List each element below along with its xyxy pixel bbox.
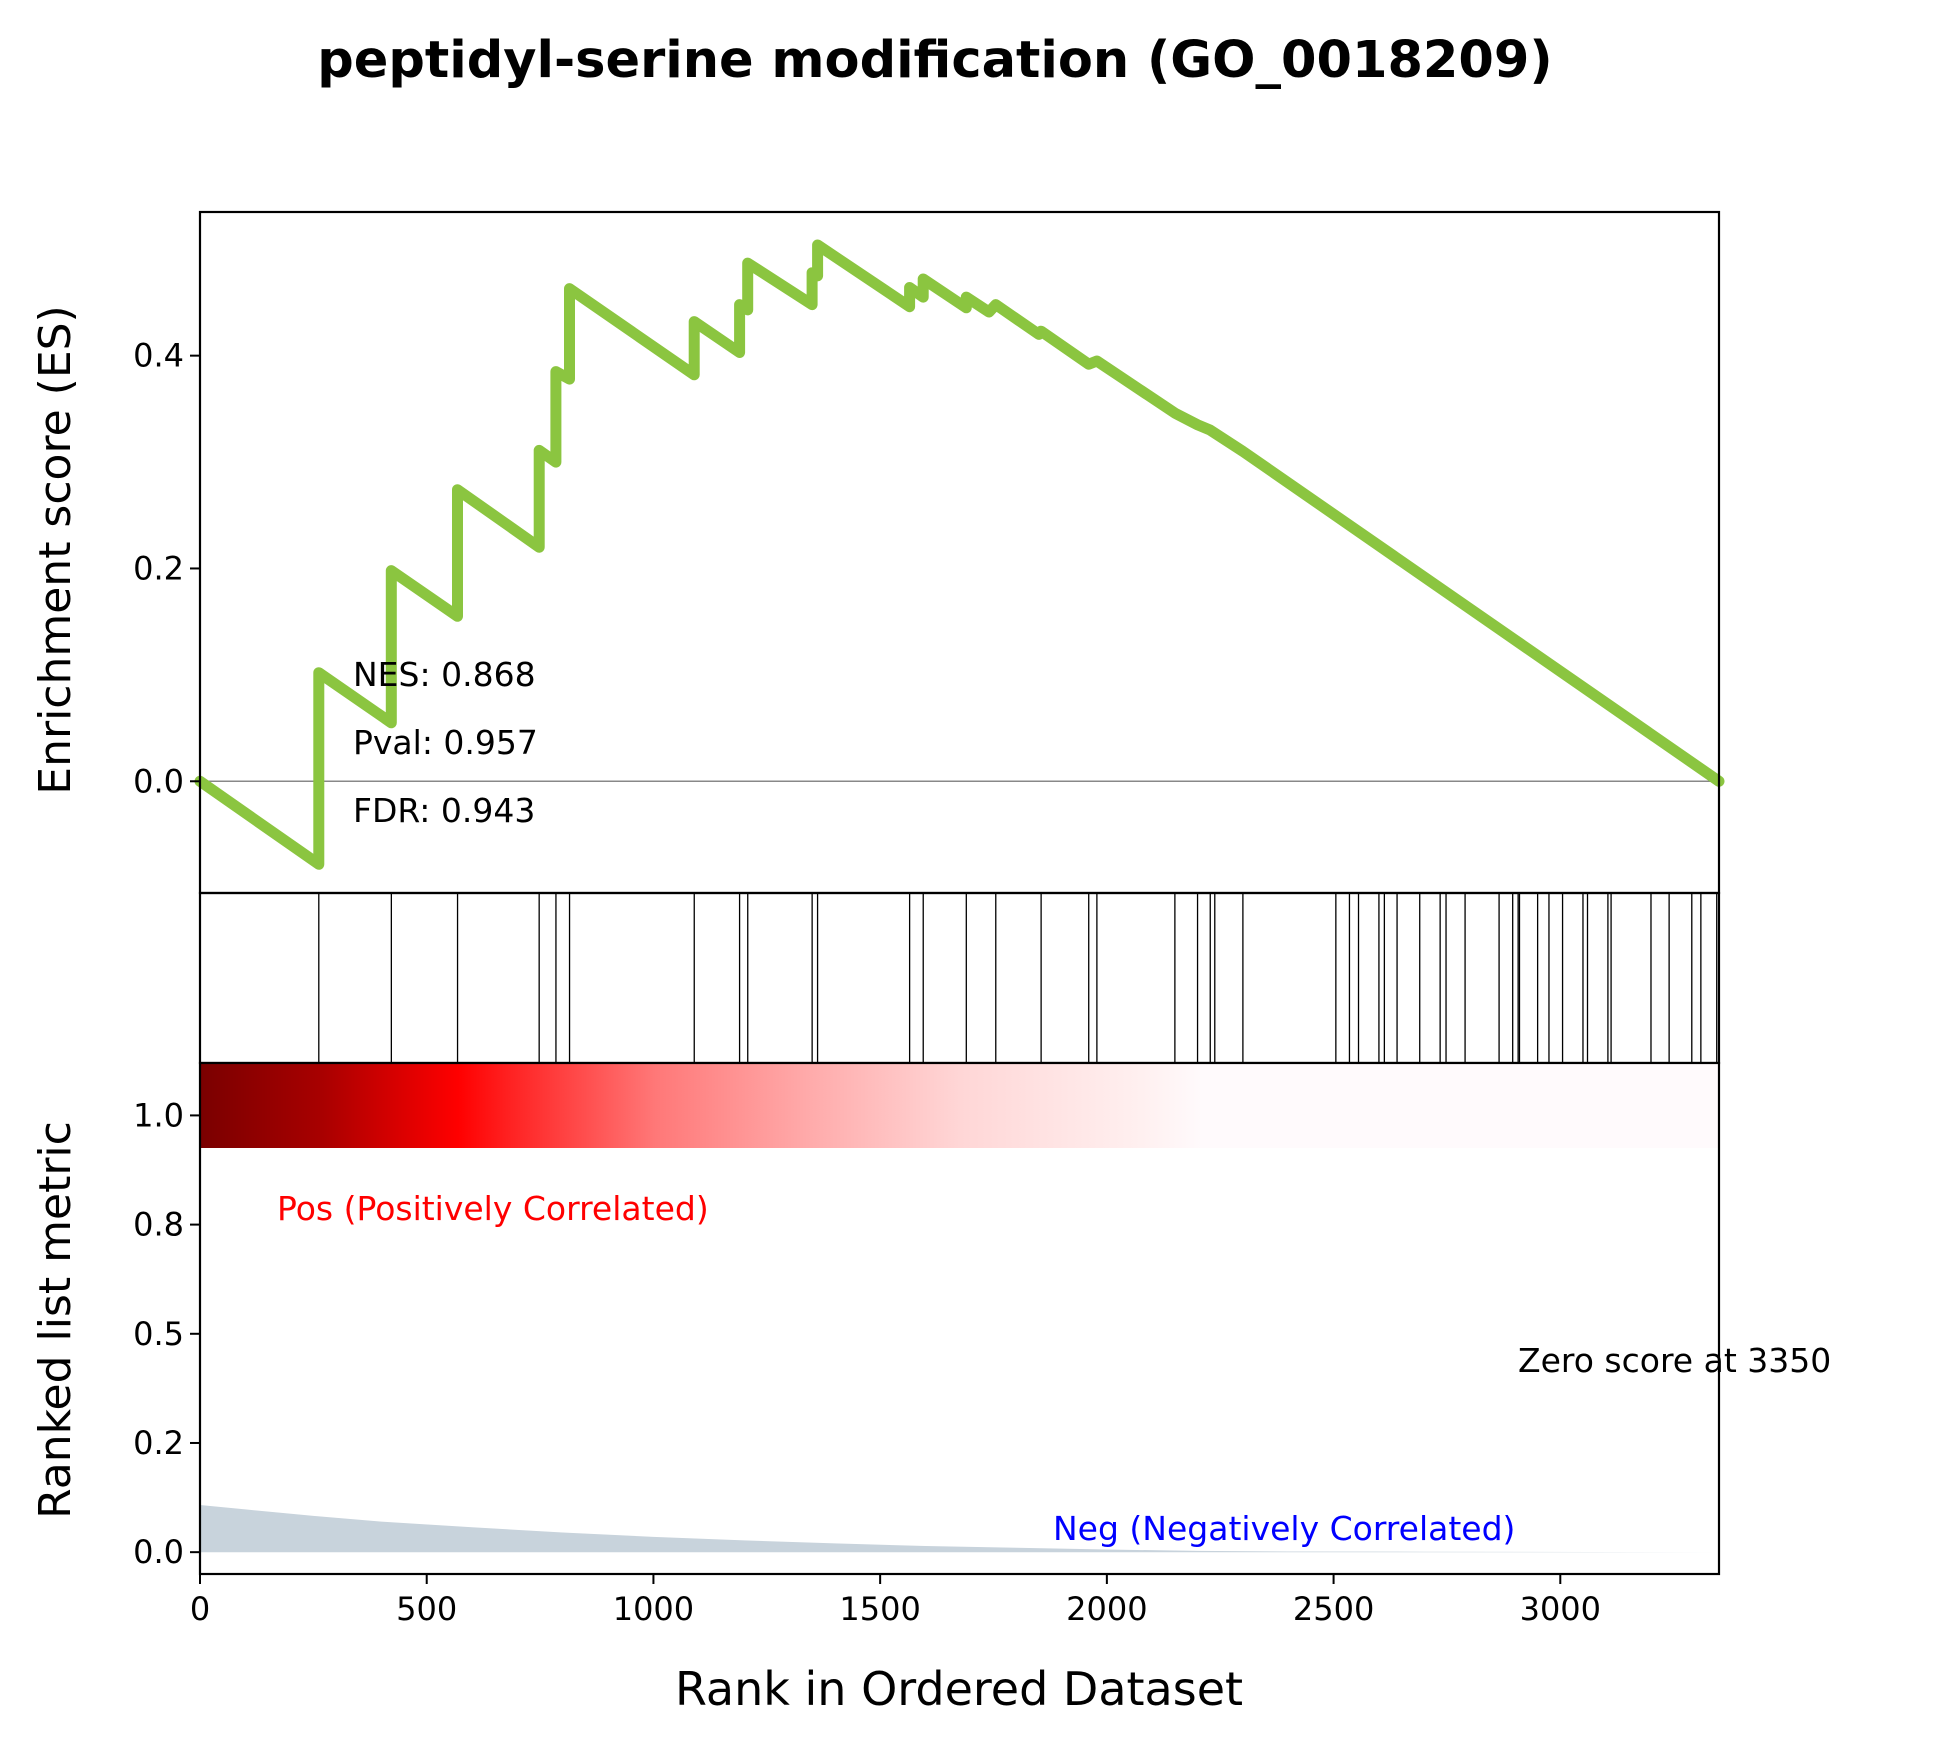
zero-score-label: Zero score at 3350 — [1518, 1341, 1831, 1380]
x-tick-label: 3000 — [1520, 1590, 1601, 1628]
es-y-tick-label: 0.2 — [133, 549, 184, 587]
x-axis-label: Rank in Ordered Dataset — [675, 1662, 1243, 1716]
hit-lines — [318, 893, 1718, 1063]
es-y-axis-label: Enrichment score (ES) — [30, 305, 81, 794]
rank-gradient-bar — [200, 1063, 1719, 1148]
hit-panel — [198, 891, 1721, 1065]
metric-y-tick-label: 0.8 — [133, 1206, 184, 1244]
x-tick-label: 2000 — [1066, 1590, 1147, 1628]
es-y-tick-label: 0.4 — [133, 337, 184, 375]
metric-panel-frame — [198, 1061, 1721, 1576]
metric-y-tick-label: 1.0 — [133, 1096, 184, 1134]
metric-y-ticks: 0.0 0.2 0.5 0.8 1.0 — [133, 1096, 200, 1571]
es-curve — [194, 239, 1725, 870]
pval-annotation: Pval: 0.957 — [353, 723, 538, 762]
x-tick-label: 0 — [190, 1590, 210, 1628]
metric-y-tick-label: 0.2 — [133, 1424, 184, 1462]
es-y-tick-label: 0.0 — [133, 762, 184, 800]
x-tick-label: 1500 — [839, 1590, 920, 1628]
chart-title: peptidyl-serine modification (GO_0018209… — [317, 31, 1552, 90]
pos-label: Pos (Positively Correlated) — [277, 1189, 709, 1228]
x-tick-label: 1000 — [613, 1590, 694, 1628]
metric-y-axis-label: Ranked list metric — [30, 1121, 81, 1519]
metric-panel: 0.0 0.2 0.5 0.8 1.0 0 500 1000 1500 2000 2500 3000… — [30, 1061, 1831, 1628]
metric-y-tick-label: 0.0 — [133, 1533, 184, 1571]
x-tick-label: 500 — [396, 1590, 457, 1628]
x-tick-label: 2500 — [1293, 1590, 1374, 1628]
hit-panel-frame — [198, 891, 1721, 1065]
fdr-annotation: FDR: 0.943 — [353, 791, 535, 830]
metric-fill-area — [200, 1505, 1719, 1553]
metric-y-tick-label: 0.5 — [133, 1315, 184, 1353]
es-panel: 0.0 0.2 0.4 NES: 0.868 Pval: 0.957 FDR: 0.… — [30, 210, 1725, 895]
neg-label: Neg (Negatively Correlated) — [1053, 1509, 1515, 1548]
nes-annotation: NES: 0.868 — [353, 655, 536, 694]
es-y-ticks: 0.0 0.2 0.4 — [133, 337, 200, 800]
x-axis-ticks: 0 500 1000 1500 2000 2500 3000 — [190, 1574, 1601, 1628]
